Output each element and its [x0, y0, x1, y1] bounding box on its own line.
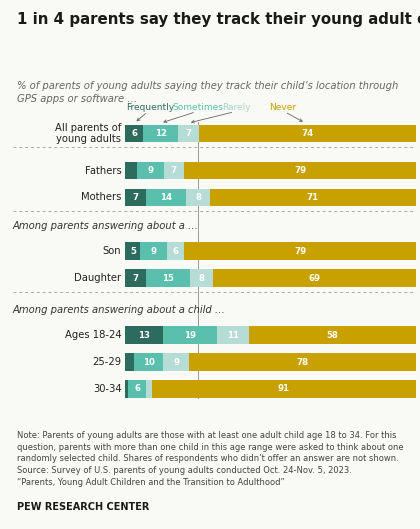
FancyBboxPatch shape: [129, 380, 146, 398]
FancyBboxPatch shape: [152, 380, 416, 398]
Text: Note: Parents of young adults are those with at least one adult child age 18 to : Note: Parents of young adults are those …: [17, 431, 404, 487]
Text: 19: 19: [184, 331, 196, 340]
FancyBboxPatch shape: [199, 125, 416, 142]
Text: 11: 11: [227, 331, 239, 340]
FancyBboxPatch shape: [146, 380, 152, 398]
FancyBboxPatch shape: [143, 125, 178, 142]
Text: 6: 6: [172, 247, 178, 256]
Text: 8: 8: [199, 273, 205, 282]
Text: 25-29: 25-29: [92, 357, 121, 367]
Text: 69: 69: [309, 273, 320, 282]
FancyBboxPatch shape: [178, 125, 199, 142]
Text: 74: 74: [301, 129, 313, 138]
FancyBboxPatch shape: [126, 125, 143, 142]
Text: 9: 9: [173, 358, 179, 367]
Text: 5: 5: [130, 247, 136, 256]
Text: % of parents of young adults saying they track their child’s location through
GP: % of parents of young adults saying they…: [17, 81, 398, 104]
Text: Among parents answering about a …: Among parents answering about a …: [13, 221, 199, 231]
Text: 6: 6: [134, 385, 140, 394]
Text: Daughter: Daughter: [74, 273, 121, 283]
Text: All parents of
young adults: All parents of young adults: [55, 123, 121, 144]
Text: 71: 71: [307, 193, 319, 202]
Text: 13: 13: [138, 331, 150, 340]
Text: Rarely: Rarely: [222, 103, 251, 112]
Text: 10: 10: [143, 358, 155, 367]
Text: 9: 9: [150, 247, 156, 256]
Text: 15: 15: [162, 273, 174, 282]
Text: 7: 7: [133, 193, 139, 202]
FancyBboxPatch shape: [249, 326, 416, 344]
Text: 7: 7: [186, 129, 192, 138]
FancyBboxPatch shape: [184, 242, 416, 260]
Text: Sometimes: Sometimes: [173, 103, 223, 112]
Text: Ages 18-24: Ages 18-24: [65, 330, 121, 340]
Text: Among parents answering about a child …: Among parents answering about a child …: [13, 305, 226, 315]
Text: 7: 7: [133, 273, 139, 282]
FancyBboxPatch shape: [146, 269, 190, 287]
Text: 9: 9: [147, 166, 153, 175]
FancyBboxPatch shape: [146, 189, 186, 206]
FancyBboxPatch shape: [163, 353, 189, 371]
FancyBboxPatch shape: [126, 242, 140, 260]
FancyBboxPatch shape: [184, 162, 416, 179]
Text: Fathers: Fathers: [85, 166, 121, 176]
FancyBboxPatch shape: [126, 189, 146, 206]
FancyBboxPatch shape: [190, 269, 213, 287]
FancyBboxPatch shape: [137, 162, 164, 179]
Text: Son: Son: [103, 246, 121, 256]
FancyBboxPatch shape: [140, 242, 167, 260]
Text: 58: 58: [326, 331, 339, 340]
FancyBboxPatch shape: [164, 162, 184, 179]
FancyBboxPatch shape: [126, 269, 146, 287]
Text: Frequently: Frequently: [126, 103, 174, 112]
Text: Never: Never: [269, 103, 296, 112]
Text: 1 in 4 parents say they track their young adult child’s location with GPS apps o: 1 in 4 parents say they track their youn…: [17, 12, 420, 26]
FancyBboxPatch shape: [186, 189, 210, 206]
Text: 78: 78: [297, 358, 309, 367]
FancyBboxPatch shape: [134, 353, 163, 371]
FancyBboxPatch shape: [167, 242, 184, 260]
Text: 79: 79: [294, 166, 306, 175]
Text: 6: 6: [131, 129, 137, 138]
Text: Mothers: Mothers: [81, 193, 121, 203]
FancyBboxPatch shape: [218, 326, 249, 344]
Text: PEW RESEARCH CENTER: PEW RESEARCH CENTER: [17, 502, 149, 512]
FancyBboxPatch shape: [163, 326, 218, 344]
Text: 79: 79: [294, 247, 306, 256]
Text: 14: 14: [160, 193, 172, 202]
FancyBboxPatch shape: [126, 326, 163, 344]
Text: 7: 7: [171, 166, 177, 175]
Text: 30-34: 30-34: [93, 384, 121, 394]
FancyBboxPatch shape: [210, 189, 416, 206]
Text: 91: 91: [278, 385, 290, 394]
FancyBboxPatch shape: [126, 380, 129, 398]
Text: 12: 12: [155, 129, 167, 138]
FancyBboxPatch shape: [126, 353, 134, 371]
FancyBboxPatch shape: [213, 269, 416, 287]
FancyBboxPatch shape: [189, 353, 416, 371]
FancyBboxPatch shape: [126, 162, 137, 179]
Text: 8: 8: [195, 193, 201, 202]
